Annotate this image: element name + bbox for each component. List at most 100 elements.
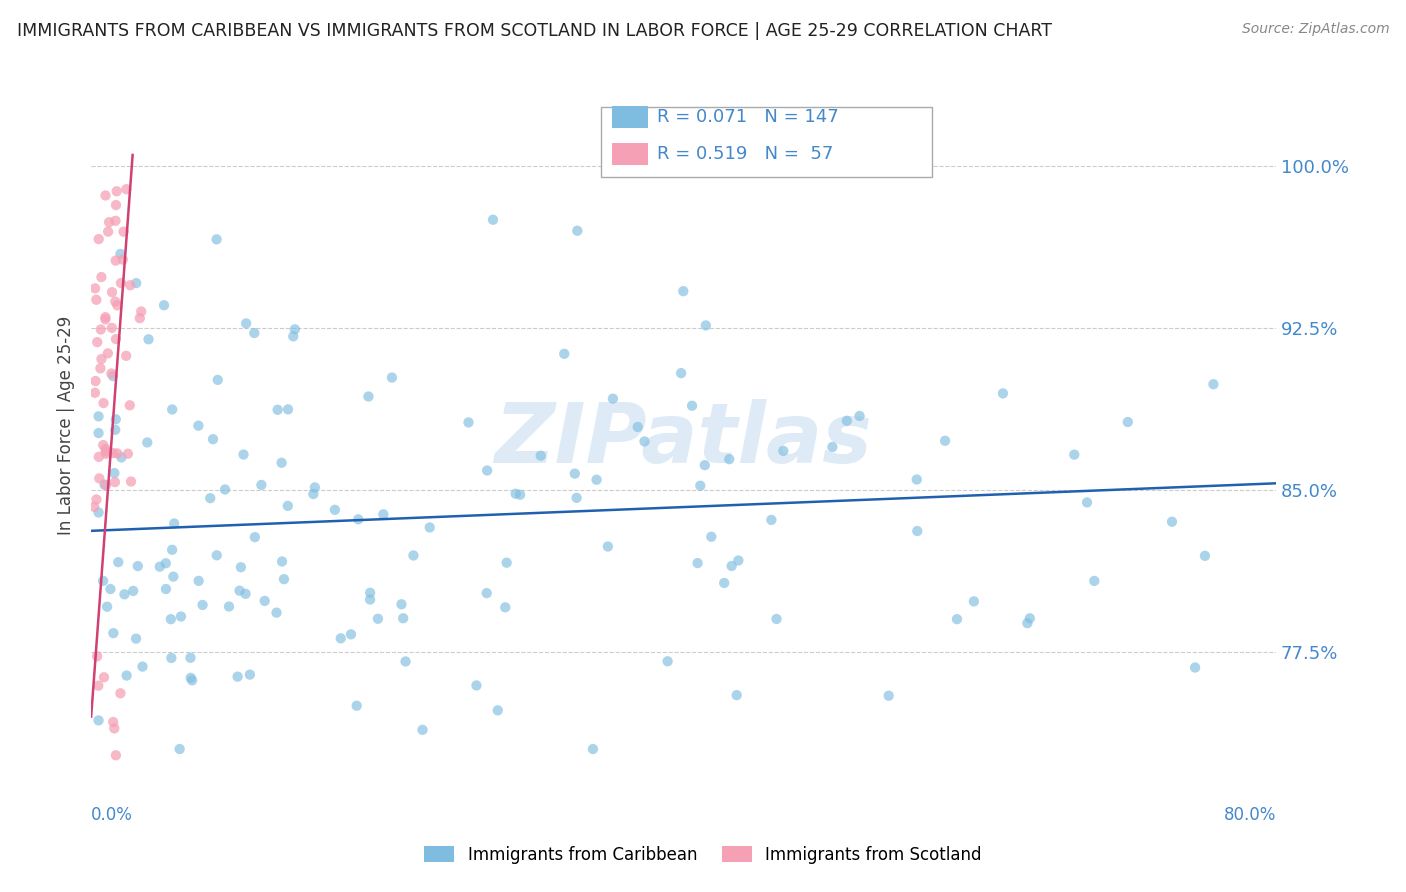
Point [725, 688, 748, 702]
Point [87, 232, 110, 246]
Point [235, 587, 257, 601]
Point [232, 448, 254, 462]
Point [243, 530, 266, 544]
Point [89, 361, 111, 376]
Point [125, 632, 148, 646]
Point [115, 668, 138, 682]
Point [127, 559, 149, 574]
Point [125, 276, 148, 290]
Point [160, 542, 183, 557]
Point [160, 402, 183, 417]
Point [96, 599, 118, 614]
Point [136, 435, 159, 450]
Point [93, 670, 115, 684]
Point [115, 182, 138, 196]
Point [87, 425, 110, 440]
Point [718, 452, 741, 467]
Point [162, 569, 184, 583]
Point [94, 444, 117, 458]
Point [277, 499, 299, 513]
Point [720, 559, 742, 574]
Point [97, 346, 120, 360]
Point [582, 742, 605, 756]
Point [84, 281, 107, 295]
Point [89, 471, 111, 485]
Point [340, 627, 363, 641]
Point [346, 698, 368, 713]
Point [94, 188, 117, 202]
Point [205, 549, 228, 563]
Point [103, 722, 125, 736]
Point [1083, 574, 1105, 588]
Point [419, 520, 441, 534]
Point [934, 434, 956, 448]
Point [761, 513, 783, 527]
Point [103, 714, 125, 729]
Point [103, 466, 125, 480]
Point [138, 332, 160, 346]
Point [107, 555, 129, 569]
Point [131, 659, 153, 673]
Point [207, 373, 229, 387]
Point [243, 326, 266, 340]
Point [90, 322, 112, 336]
Point [104, 198, 127, 212]
Point [304, 480, 326, 494]
Point [553, 347, 575, 361]
Point [100, 367, 122, 381]
Point [329, 632, 352, 646]
Point [180, 671, 202, 685]
Y-axis label: In Labor Force | Age 25-29: In Labor Force | Age 25-29 [58, 316, 75, 534]
Point [163, 516, 186, 531]
Point [155, 556, 177, 570]
Point [657, 654, 679, 668]
Point [86, 335, 108, 350]
FancyBboxPatch shape [613, 106, 648, 128]
Point [104, 253, 127, 268]
Point [83, 500, 105, 514]
Point [402, 549, 425, 563]
Point [686, 556, 709, 570]
Point [627, 420, 650, 434]
Point [347, 512, 370, 526]
Point [273, 572, 295, 586]
Point [689, 478, 711, 492]
Point [669, 366, 692, 380]
Point [475, 463, 498, 477]
Point [391, 597, 413, 611]
Point [713, 576, 735, 591]
Point [104, 748, 127, 763]
Point [877, 689, 900, 703]
Point [110, 686, 132, 700]
Point [129, 304, 152, 318]
Point [87, 450, 110, 464]
Point [323, 503, 346, 517]
Point [111, 252, 134, 267]
Text: IMMIGRANTS FROM CARIBBEAN VS IMMIGRANTS FROM SCOTLAND IN LABOR FORCE | AGE 25-29: IMMIGRANTS FROM CARIBBEAN VS IMMIGRANTS … [17, 22, 1052, 40]
Point [87, 506, 110, 520]
Point [91, 574, 114, 588]
Point [180, 650, 202, 665]
Point [205, 232, 228, 246]
Point [122, 583, 145, 598]
Point [84, 293, 107, 307]
Point [87, 679, 110, 693]
Point [128, 311, 150, 326]
Point [475, 586, 498, 600]
Point [905, 524, 928, 538]
Point [270, 456, 292, 470]
Point [90, 351, 112, 366]
Point [596, 540, 619, 554]
Point [160, 651, 183, 665]
FancyBboxPatch shape [613, 144, 648, 165]
Point [86, 492, 108, 507]
Point [101, 369, 124, 384]
Point [229, 560, 252, 574]
Point [250, 478, 273, 492]
Text: Source: ZipAtlas.com: Source: ZipAtlas.com [1241, 22, 1389, 37]
Point [1184, 660, 1206, 674]
Point [155, 582, 177, 596]
Point [1116, 415, 1139, 429]
Point [235, 317, 257, 331]
Point [693, 458, 716, 472]
